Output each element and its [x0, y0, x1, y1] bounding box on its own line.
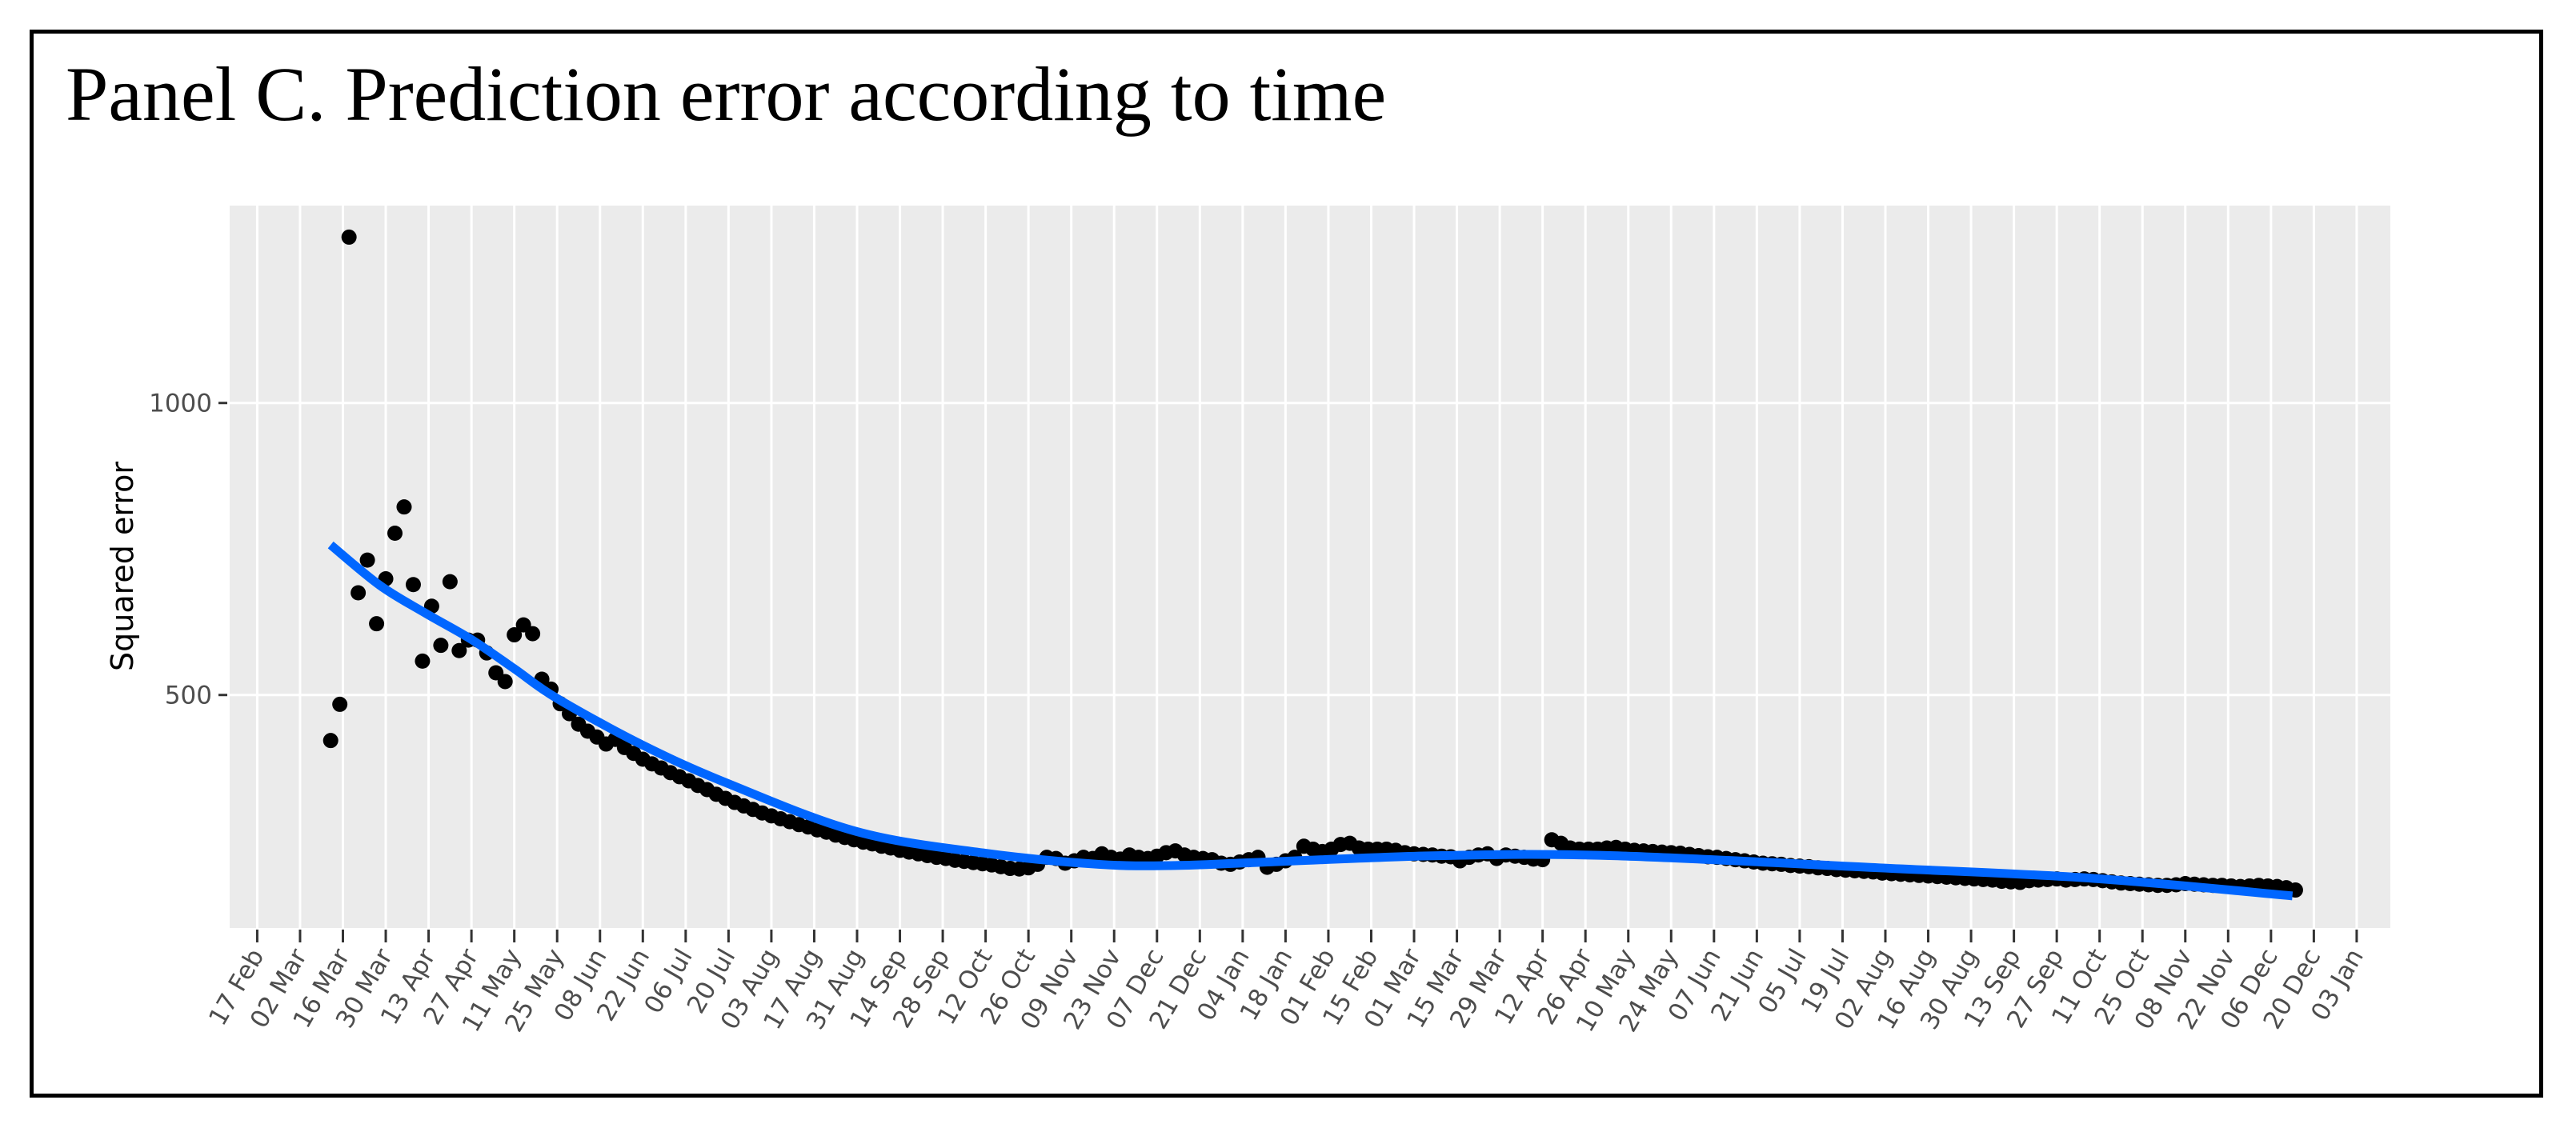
y-tick-label: 500	[165, 682, 212, 710]
data-point	[387, 526, 403, 542]
data-point	[405, 577, 421, 593]
data-point	[351, 585, 367, 601]
plot-panel	[230, 206, 2390, 928]
data-point	[507, 627, 523, 643]
data-point	[433, 638, 449, 654]
y-axis: 500 1000	[149, 390, 227, 710]
data-point	[525, 626, 541, 642]
data-point	[369, 616, 385, 632]
data-point	[341, 229, 357, 245]
data-point	[415, 653, 431, 669]
data-point	[396, 499, 412, 515]
fit-line	[327, 541, 2294, 901]
gridlines	[230, 206, 2390, 928]
data-point	[359, 552, 375, 568]
chart-title: Panel C. Prediction error according to t…	[66, 51, 1387, 137]
data-point	[332, 696, 348, 712]
y-axis-title: Squared error	[105, 462, 140, 671]
y-tick-label: 1000	[149, 390, 212, 418]
data-point	[451, 642, 467, 658]
data-point	[442, 574, 458, 590]
data-point	[497, 674, 513, 690]
figure-frame	[30, 30, 2543, 1098]
data-point	[323, 733, 339, 749]
